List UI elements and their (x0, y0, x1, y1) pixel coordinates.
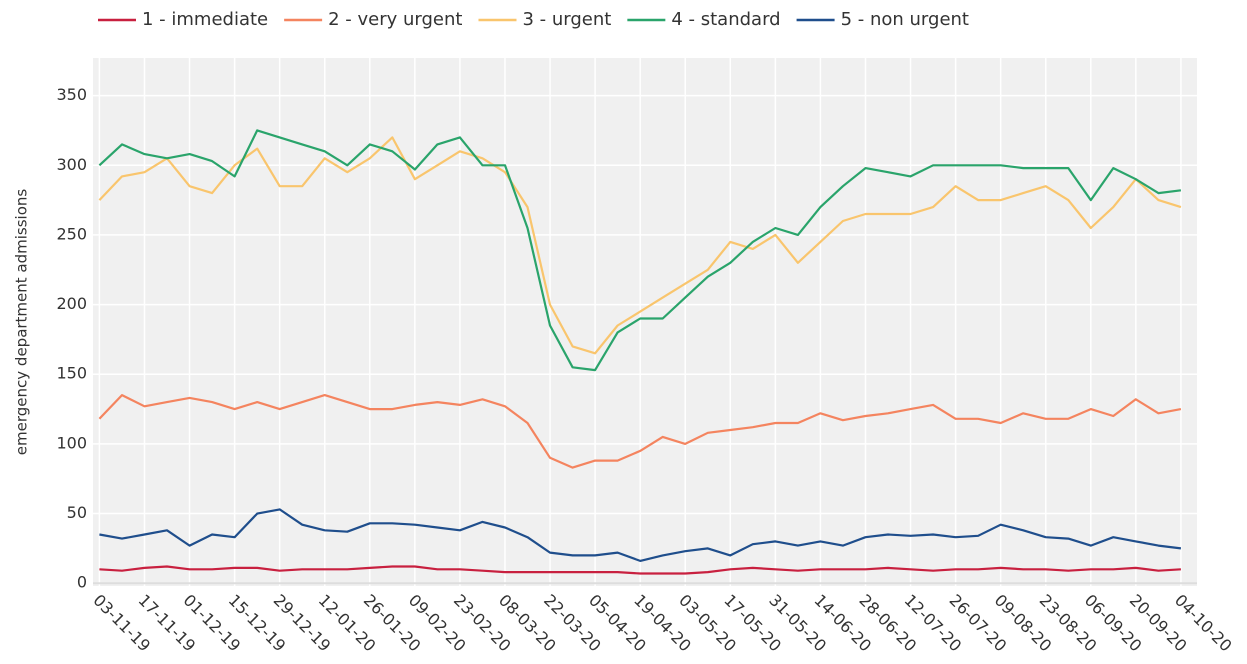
series-line (98, 136, 1182, 355)
legend-label: 4 - standard (671, 9, 780, 30)
y-axis-label: emergency department admissions (13, 189, 31, 456)
legend-label: 3 - urgent (522, 9, 611, 30)
plot-area (93, 58, 1197, 586)
series-line (98, 129, 1182, 372)
y-tick-label: 200 (56, 294, 87, 313)
legend-label: 5 - non urgent (841, 9, 969, 30)
series-line (99, 565, 1181, 575)
y-tick-label: 250 (56, 224, 87, 243)
series-line (98, 394, 1182, 469)
legend-label: 1 - immediate (142, 9, 268, 30)
y-tick-label: 100 (56, 433, 87, 452)
y-tick-label: 0 (77, 573, 87, 592)
series-line (99, 508, 1182, 562)
legend-label: 2 - very urgent (328, 9, 462, 30)
y-tick-label: 350 (56, 85, 87, 104)
y-tick-label: 150 (56, 364, 87, 383)
y-tick-label: 300 (56, 155, 87, 174)
y-tick-label: 50 (67, 503, 87, 522)
